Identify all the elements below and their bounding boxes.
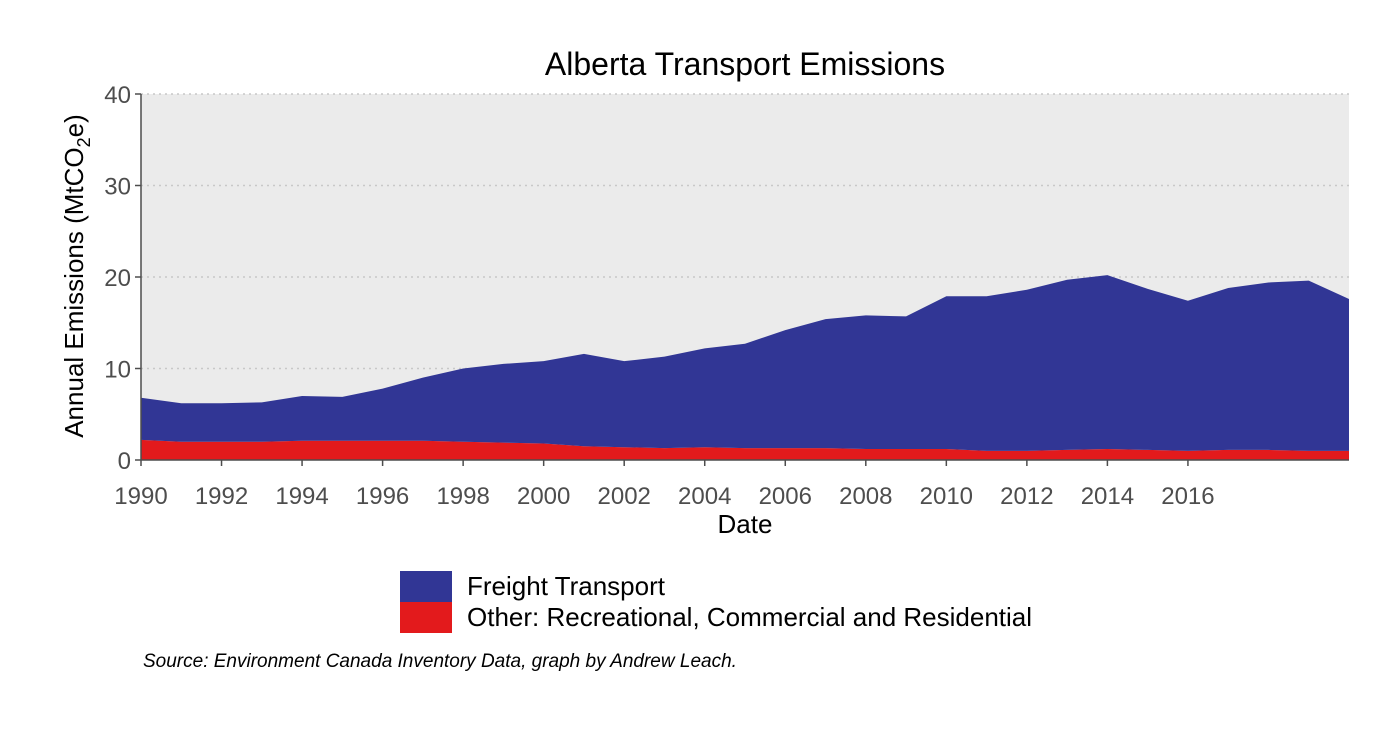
y-axis-title-subscript: 2	[74, 137, 94, 147]
legend-label-other: Other: Recreational, Commercial and Resi…	[467, 602, 1033, 632]
x-tick-label-2016: 2016	[1161, 483, 1214, 510]
x-tick-label-2010: 2010	[920, 483, 973, 510]
legend: Freight Transport Other: Recreational, C…	[400, 571, 1032, 633]
x-tick-label-1996: 1996	[356, 483, 409, 510]
x-tick-label-1994: 1994	[275, 483, 328, 510]
x-tick-label-2000: 2000	[517, 483, 570, 510]
x-tick-label-1998: 1998	[436, 483, 489, 510]
y-tick-label-10: 10	[104, 357, 131, 384]
y-tick-labels: 0 10 20 30 40	[104, 82, 131, 475]
x-tick-label-2014: 2014	[1081, 483, 1134, 510]
x-tick-labels: 1990 1992 1994 1996 1998 2000 2002 2004 2006 2008…	[114, 483, 1214, 510]
legend-item-other: Other: Recreational, Commercial and Resi…	[400, 602, 1032, 633]
area-series-freight-transport	[141, 275, 1349, 451]
legend-swatch-freight	[400, 571, 452, 602]
chart-title: Alberta Transport Emissions	[545, 46, 945, 82]
x-tick-label-2004: 2004	[678, 483, 731, 510]
y-axis-title: Annual Emissions (MtCO2e)	[59, 114, 94, 438]
area-layer	[141, 275, 1349, 460]
y-tick-label-30: 30	[104, 174, 131, 201]
area-series-other	[141, 439, 1349, 460]
y-tick-label-0: 0	[118, 448, 131, 475]
axes	[135, 93, 1349, 466]
y-axis-title-main: Annual Emissions (MtCO	[59, 147, 89, 437]
x-axis-title: Date	[718, 509, 773, 539]
x-tick-label-1992: 1992	[195, 483, 248, 510]
legend-item-freight: Freight Transport	[400, 571, 1032, 602]
source-caption: Source: Environment Canada Inventory Dat…	[143, 651, 737, 672]
legend-swatch-other	[400, 602, 452, 633]
x-tick-label-2006: 2006	[759, 483, 812, 510]
y-tick-label-20: 20	[104, 265, 131, 292]
legend-label-freight: Freight Transport	[467, 571, 665, 601]
x-tick-label-2008: 2008	[839, 483, 892, 510]
x-tick-label-1990: 1990	[114, 483, 167, 510]
x-tick-label-2012: 2012	[1000, 483, 1053, 510]
y-axis-title-suffix: e)	[59, 114, 89, 137]
x-tick-label-2002: 2002	[598, 483, 651, 510]
y-tick-label-40: 40	[104, 82, 131, 109]
